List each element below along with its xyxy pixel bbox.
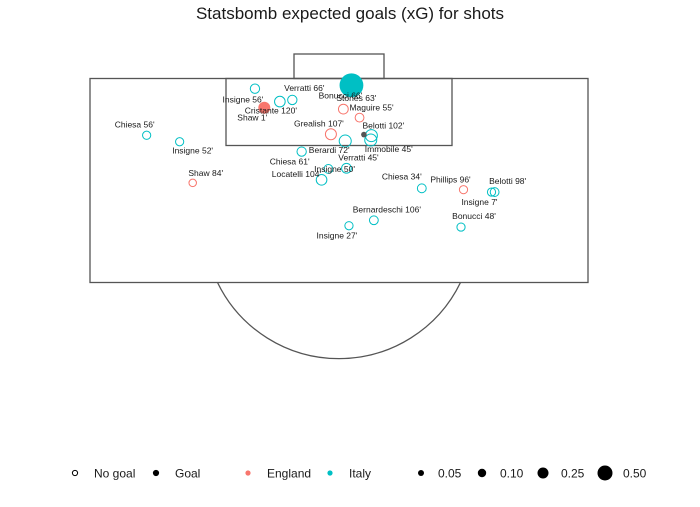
legend-size-label: 0.50 [623,467,647,481]
shot-marker [323,164,334,174]
legend: No goal Goal England Italy 0.05 0.10 0.25 0.50 [71,465,647,481]
shot-marker [338,134,352,148]
shot-label: Grealish 107' [294,118,344,128]
legend-outcome-label: Goal [175,467,200,481]
legend-team-key [327,470,333,476]
legend-size-key [418,470,424,476]
shot-label: Verratti 45' [338,152,379,162]
legend-team-label: England [267,467,311,481]
legend-outcome-label: No goal [94,467,135,481]
shot-marker [489,187,500,197]
shot-label: Immobile 45' [365,144,413,154]
shot-marker [364,133,378,147]
shot-label: Belotti 98' [489,176,526,186]
shot-label: Shaw 1' [237,113,267,123]
shot-label: Berardi 72' [309,145,350,155]
center-circle-arc [216,282,462,360]
legend-outcome-key [152,469,160,477]
shot-marker [324,128,337,141]
shot-label: Locatelli 104' [272,169,322,179]
shot-label: Shaw 84' [188,168,223,178]
shot-marker [344,221,354,231]
legend-team-key [245,470,251,476]
shot-marker [188,178,197,188]
legend-size-label: 0.05 [438,467,462,481]
shot-marker [175,137,185,147]
legend-size-key [597,465,613,481]
shot-marker [456,222,466,232]
shot-label: Verratti 66' [284,83,325,93]
shot-label: Bonucci 66' [319,90,363,100]
shot-marker [486,187,497,197]
shot-marker [354,112,365,123]
shot-marker [258,101,271,114]
shot-label: Insigne 52' [172,146,213,156]
legend-size-key [537,467,549,479]
legend-size-label: 0.25 [561,467,585,481]
shot-label: Chiesa 56' [115,119,155,129]
shot-label: Cristante 120' [245,106,298,116]
shot-marker [287,94,298,106]
shot-marker [368,215,379,226]
shot-label: Bonucci 48' [452,211,496,221]
shot-label: Phillips 96' [430,175,471,185]
shot-marker [142,130,152,140]
shot-labels-layer: Bonucci 66' Insigne 56' Verratti 66' Crista… [115,83,527,241]
legend-size-label: 0.10 [500,467,524,481]
shot-marker [249,83,261,94]
shot-label: Insigne 56' [223,95,264,105]
goal-frame [293,53,385,80]
shot-label: Bernardeschi 106' [353,204,422,214]
shot-label: Insigne 7' [461,197,497,207]
shot-label: Insigne 50' [314,164,355,174]
shot-label: Chiesa 61' [270,157,310,167]
shot-marker [296,146,307,157]
shots-layer [142,73,500,232]
legend-size-key [477,468,487,478]
shot-marker [315,174,328,186]
shot-marker [274,95,286,108]
shot-label: Chiesa 34' [382,171,422,181]
shot-label: Insigne 27' [317,231,358,241]
legend-team-label: Italy [349,467,371,481]
shot-label: Belotti 102' [362,121,404,131]
shot-marker [337,103,349,115]
shot-marker [416,183,427,194]
shot-marker [339,73,364,98]
shot-marker [458,185,469,195]
chart-title: Statsbomb expected goals (xG) for shots [195,4,505,23]
shot-marker [341,162,352,174]
center-marker [361,131,367,138]
shot-label: Stones 63' [336,93,376,103]
shot-label: Maguire 55' [349,103,394,113]
legend-outcome-key [71,469,79,477]
pitch [89,53,589,360]
